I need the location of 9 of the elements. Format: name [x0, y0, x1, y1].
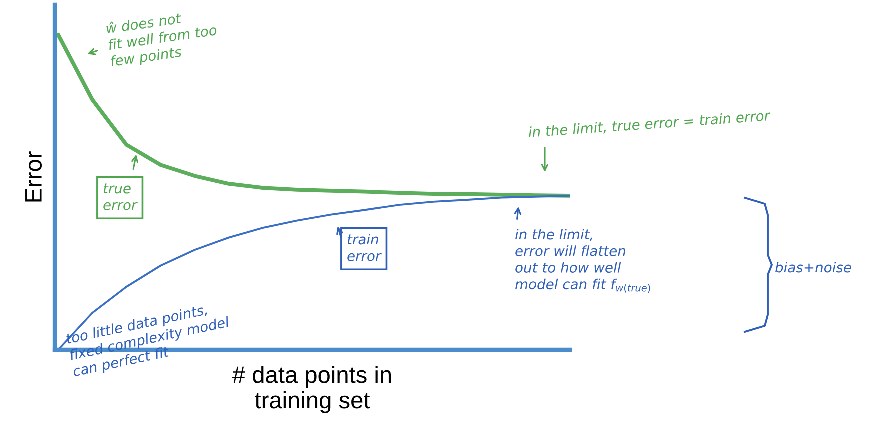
annotation: too little data points, fixed complexity model can perfect fit: [66, 304, 231, 380]
annotation: in the limit, true error = train error: [528, 110, 772, 139]
annotation: true error: [104, 184, 138, 210]
annotation: train error: [348, 234, 382, 262]
y-axis-title: Error: [26, 152, 42, 202]
annotation: ŵ does not fit well from too few points: [106, 12, 218, 70]
x-axis-title: # data points in training set: [232, 366, 392, 414]
text: bias+noise: [776, 262, 852, 273]
annotation: in the limit, error will flatten out to how well model can fit f$_{w(true)}$: [515, 229, 650, 293]
